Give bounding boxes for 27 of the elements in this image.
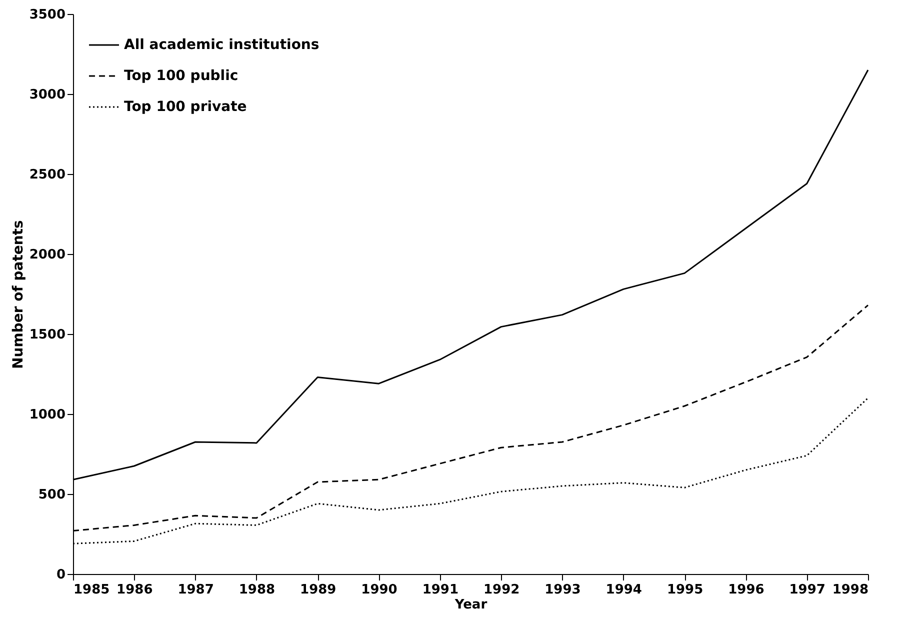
x-tick-label: 1991 xyxy=(422,582,459,598)
y-tick-label: 1000 xyxy=(29,408,66,422)
y-tick-label: 1500 xyxy=(29,328,66,342)
x-tick-label: 1998 xyxy=(832,582,868,598)
x-tick-label: 1987 xyxy=(178,582,214,598)
y-axis-title: Number of patents xyxy=(10,220,26,369)
x-tick-label: 1994 xyxy=(606,582,642,598)
x-axis-title: Year xyxy=(454,598,488,612)
x-tick-label: 1995 xyxy=(666,582,704,598)
x-tick-label: 1993 xyxy=(544,582,581,598)
x-tick-label: 1992 xyxy=(483,582,520,598)
legend-label: Top 100 private xyxy=(124,99,247,115)
x-tick-label: 1997 xyxy=(789,582,826,598)
x-tick-label: 1990 xyxy=(361,582,398,598)
y-tick-label: 2000 xyxy=(29,248,66,262)
x-tick-label: 1996 xyxy=(728,582,764,598)
y-tick-label: 500 xyxy=(38,488,66,502)
y-tick-label: 2500 xyxy=(29,168,66,182)
x-tick-label: 1988 xyxy=(238,582,276,598)
y-tick-label: 3000 xyxy=(29,88,66,102)
x-tick-label: 1985 xyxy=(74,582,110,598)
y-tick-label: 3500 xyxy=(29,8,66,22)
legend-label: Top 100 public xyxy=(124,68,238,84)
y-tick-label: 0 xyxy=(56,568,66,582)
x-tick-label: 1986 xyxy=(116,582,153,598)
x-tick-label: 1989 xyxy=(300,582,336,598)
legend-label: All academic institutions xyxy=(124,37,320,53)
